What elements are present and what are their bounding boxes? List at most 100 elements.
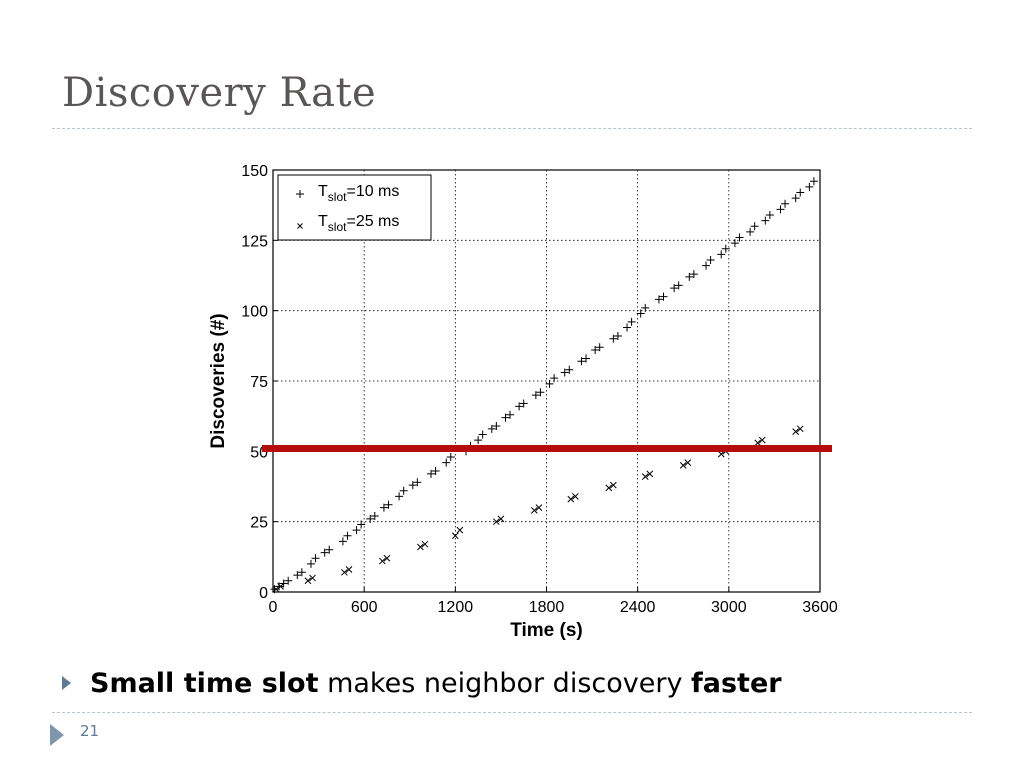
bullet-text: Small time slot makes neighbor discovery… xyxy=(90,668,782,699)
data-point-10ms xyxy=(431,467,440,476)
data-point-10ms xyxy=(338,537,347,546)
x-axis-label: Time (s) xyxy=(510,620,583,641)
data-point-10ms xyxy=(413,478,422,487)
data-point-10ms xyxy=(501,413,510,422)
data-point-25ms xyxy=(641,473,649,481)
legend-marker-x xyxy=(297,223,303,229)
data-point-10ms xyxy=(442,458,451,467)
data-point-10ms xyxy=(796,188,805,197)
data-point-10ms xyxy=(721,244,730,253)
title-divider xyxy=(52,128,972,129)
data-point-10ms xyxy=(352,526,361,535)
legend-label-25ms: Tslot=25 ms xyxy=(318,213,399,234)
y-tick-label: 100 xyxy=(241,304,268,321)
data-point-10ms xyxy=(487,424,496,433)
data-point-10ms xyxy=(809,177,818,186)
data-point-10ms xyxy=(636,309,645,318)
data-point-25ms xyxy=(572,492,579,500)
data-point-10ms xyxy=(384,500,393,509)
data-point-10ms xyxy=(595,343,604,352)
data-point-10ms xyxy=(706,256,715,265)
data-point-25ms xyxy=(717,450,725,458)
data-point-10ms xyxy=(685,272,694,281)
data-point-25ms xyxy=(345,566,353,573)
bullet-emphasis-small-slot: Small time slot xyxy=(90,668,319,699)
data-point-10ms xyxy=(399,486,408,495)
data-point-25ms xyxy=(421,540,429,548)
data-point-25ms xyxy=(792,428,800,435)
data-point-10ms xyxy=(609,334,618,343)
data-point-10ms xyxy=(761,216,770,225)
data-point-10ms xyxy=(478,430,487,439)
x-tick-label: 0 xyxy=(269,599,278,616)
data-point-25ms xyxy=(383,554,391,562)
legend-marker-plus xyxy=(296,190,304,198)
legend-label-25ms-main: T xyxy=(318,213,328,230)
legend: Tslot=10 ms Tslot=25 ms xyxy=(277,174,432,241)
data-point-10ms xyxy=(492,422,501,431)
data-point-25ms xyxy=(451,532,459,540)
data-point-10ms xyxy=(366,514,375,523)
data-point-10ms xyxy=(370,512,379,521)
data-point-10ms xyxy=(659,292,668,301)
data-point-10ms xyxy=(565,365,574,374)
slide-title: Discovery Rate xyxy=(62,70,377,116)
legend-box xyxy=(277,174,432,241)
bullet-middle-text: makes neighbor discovery xyxy=(318,668,692,699)
data-point-10ms xyxy=(379,503,388,512)
data-point-10ms xyxy=(674,281,683,290)
data-point-25ms xyxy=(754,439,762,447)
legend-label-10ms: Tslot=10 ms xyxy=(318,183,399,204)
data-point-25ms xyxy=(277,583,284,590)
data-point-25ms xyxy=(379,557,386,565)
data-point-10ms xyxy=(765,211,774,220)
y-axis-label: Discoveries (#) xyxy=(208,313,229,448)
data-point-10ms xyxy=(627,317,636,326)
data-point-25ms xyxy=(679,462,687,469)
page-number: 21 xyxy=(80,722,100,740)
data-point-10ms xyxy=(591,346,600,355)
data-point-25ms xyxy=(456,526,464,534)
legend-label-10ms-sub: slot xyxy=(328,190,347,204)
data-point-10ms xyxy=(654,295,663,304)
data-point-10ms xyxy=(427,469,436,478)
data-point-25ms xyxy=(605,484,613,492)
data-point-10ms xyxy=(735,233,744,242)
data-point-10ms xyxy=(293,571,302,580)
data-point-25ms xyxy=(535,504,543,511)
x-tick-label: 3000 xyxy=(711,599,747,616)
data-point-25ms xyxy=(341,568,348,576)
data-point-10ms xyxy=(515,402,524,411)
data-point-25ms xyxy=(493,518,500,526)
data-point-25ms xyxy=(567,495,575,503)
data-point-10ms xyxy=(408,481,417,490)
data-point-10ms xyxy=(750,222,759,231)
data-point-10ms xyxy=(357,520,366,529)
legend-label-10ms-main: T xyxy=(318,183,328,200)
bullet-arrow-icon xyxy=(62,676,71,690)
data-point-10ms xyxy=(781,199,790,208)
y-tick-label: 125 xyxy=(241,233,268,250)
x-tick-label: 2400 xyxy=(620,599,656,616)
footer-divider xyxy=(52,712,972,713)
x-tick-label: 600 xyxy=(351,599,378,616)
data-point-25ms xyxy=(684,459,692,466)
discovery-chart: 0 600 1200 1800 2400 3000 36000255075100125150… xyxy=(208,163,838,641)
data-point-25ms xyxy=(272,585,280,593)
x-tick-label: 1800 xyxy=(529,599,565,616)
data-point-10ms xyxy=(311,554,320,563)
data-point-25ms xyxy=(530,507,538,514)
y-tick-label: 25 xyxy=(250,515,268,532)
data-point-10ms xyxy=(297,568,306,577)
data-point-10ms xyxy=(577,357,586,366)
data-point-10ms xyxy=(550,374,559,383)
bullet-emphasis-faster: faster xyxy=(691,668,782,699)
data-point-10ms xyxy=(519,399,528,408)
data-point-10ms xyxy=(306,559,315,568)
data-point-10ms xyxy=(545,379,554,388)
data-point-10ms xyxy=(613,331,622,340)
data-point-10ms xyxy=(446,452,455,461)
data-point-10ms xyxy=(531,391,540,400)
data-point-25ms xyxy=(309,574,316,582)
